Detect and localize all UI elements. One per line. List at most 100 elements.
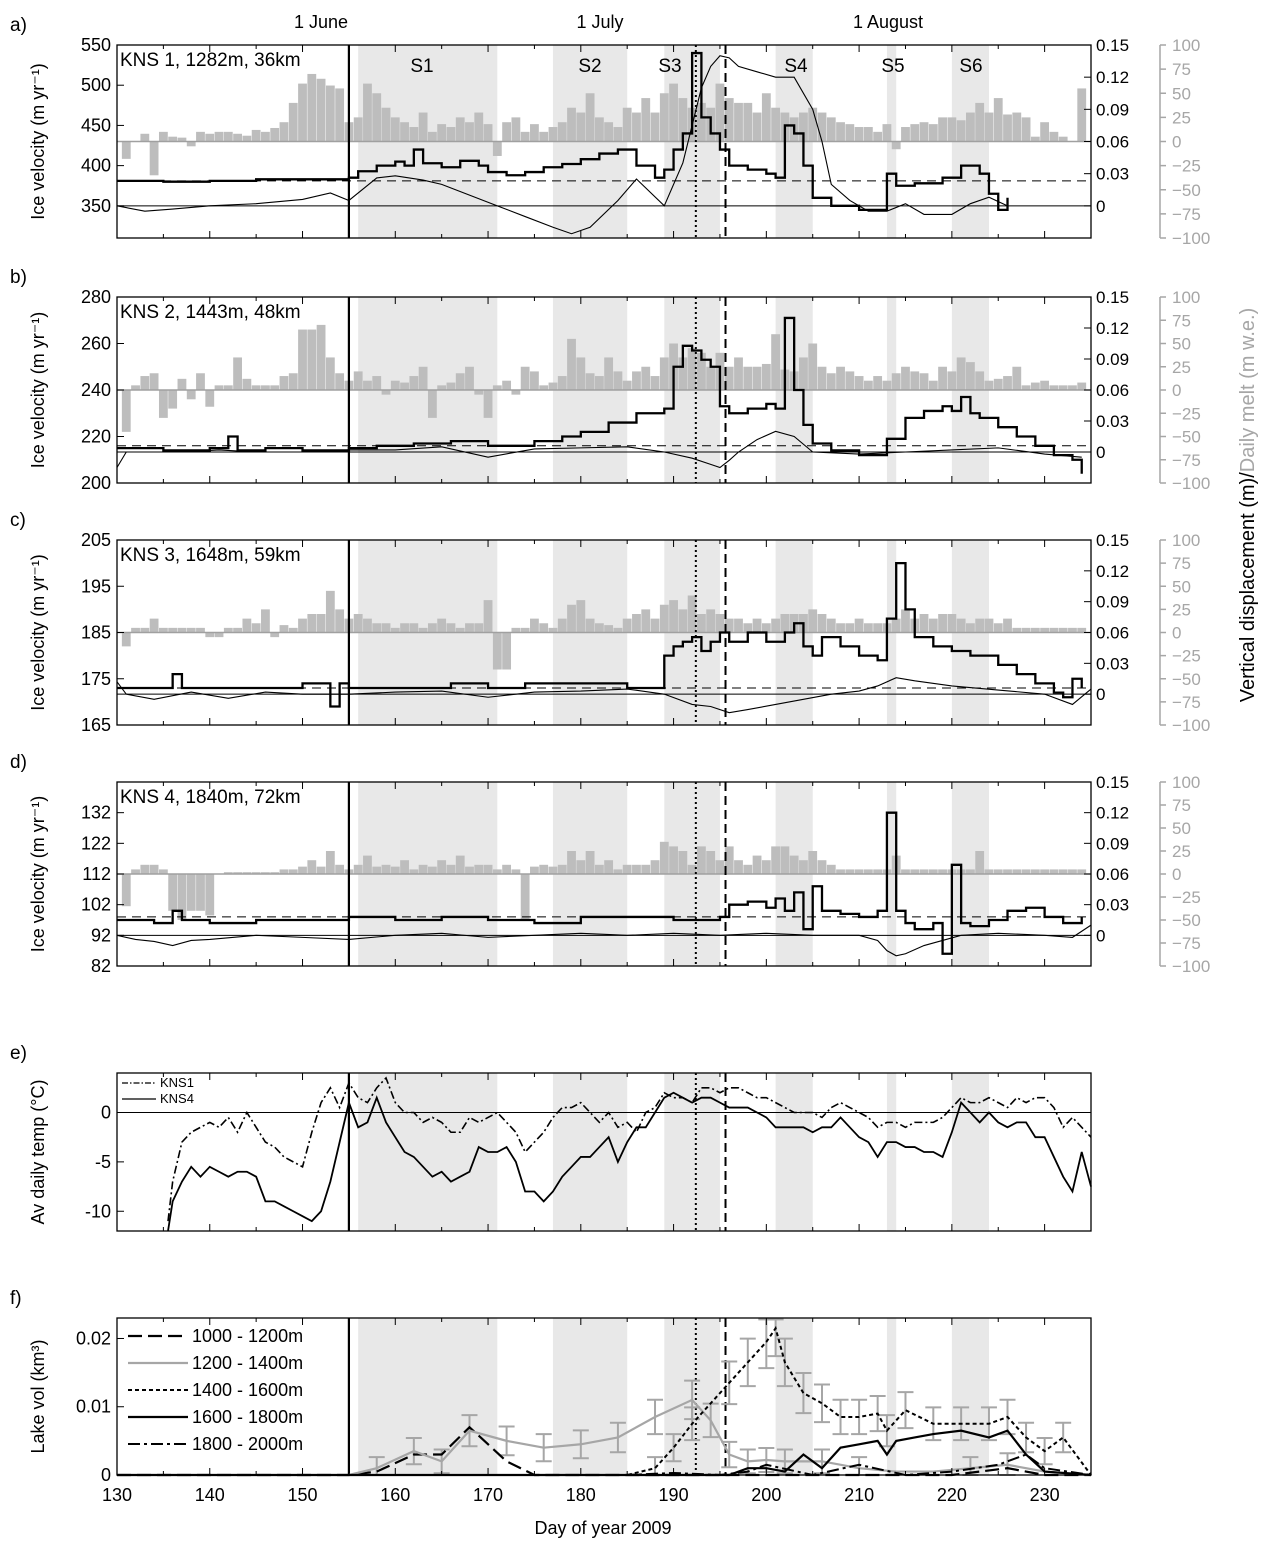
- y-tick-label: 132: [81, 803, 111, 823]
- melt-bar: [651, 113, 660, 142]
- melt-bar: [892, 373, 901, 390]
- melt-tick-label: −25: [1172, 404, 1201, 423]
- melt-bar: [892, 142, 901, 150]
- panel-e: e)KNS1KNS4-10-50Av daily temp (°C): [10, 1043, 1091, 1231]
- x-tick-label: 220: [937, 1485, 967, 1505]
- melt-bar: [419, 865, 428, 874]
- melt-bar: [354, 117, 363, 141]
- y-tick-label: 450: [81, 115, 111, 135]
- melt-bar: [252, 130, 261, 142]
- melt-bar: [1077, 88, 1086, 141]
- melt-bar: [632, 113, 641, 142]
- melt-tick-label: 50: [1172, 819, 1191, 838]
- melt-bar: [818, 860, 827, 874]
- melt-bar: [502, 865, 511, 874]
- melt-tick-label: −25: [1172, 888, 1201, 907]
- melt-bar: [307, 614, 316, 633]
- month-label-july: 1 July: [576, 12, 623, 32]
- melt-bar: [586, 93, 595, 141]
- melt-bar: [743, 623, 752, 632]
- panel-b: b)KNS 2, 1443m, 48km200220240260280Ice v…: [10, 267, 1210, 493]
- melt-bar: [808, 344, 817, 391]
- melt-bar: [920, 373, 929, 390]
- x-tick-label: 190: [659, 1485, 689, 1505]
- melt-bar: [957, 619, 966, 633]
- melt-bar: [493, 142, 502, 156]
- melt-bar: [762, 364, 771, 390]
- melt-bar: [855, 127, 864, 141]
- melt-bar: [669, 846, 678, 874]
- y-axis-label: Lake vol (km³): [28, 1339, 48, 1453]
- melt-bar: [465, 623, 474, 632]
- x-tick-label: 200: [751, 1485, 781, 1505]
- y-tick-label: 122: [81, 833, 111, 853]
- melt-bar: [706, 367, 715, 390]
- melt-bar: [910, 371, 919, 390]
- melt-bar: [892, 619, 901, 633]
- melt-tick-label: −75: [1172, 934, 1201, 953]
- melt-bar: [901, 609, 910, 632]
- melt-bar: [660, 605, 669, 633]
- melt-bar: [159, 390, 168, 418]
- melt-bar: [753, 367, 762, 390]
- right-axis-label-gray: Daily melt (m w.e.): [1237, 308, 1259, 472]
- shaded-period: [776, 1318, 813, 1475]
- melt-bar: [716, 860, 725, 874]
- x-tick-label: 150: [288, 1485, 318, 1505]
- melt-bar: [317, 79, 326, 142]
- y-tick-label: 112: [82, 864, 111, 884]
- legend-label: 1800 - 2000m: [192, 1434, 303, 1454]
- melt-bar: [372, 867, 381, 874]
- melt-tick-label: 50: [1172, 577, 1191, 596]
- melt-bar: [150, 142, 159, 176]
- melt-bar: [883, 381, 892, 390]
- right-tick-label: 0.09: [1096, 350, 1129, 369]
- melt-bar: [604, 122, 613, 141]
- melt-bar: [354, 865, 363, 874]
- melt-bar: [196, 373, 205, 390]
- melt-bar: [558, 619, 567, 633]
- melt-bar: [586, 373, 595, 390]
- melt-bar: [586, 619, 595, 633]
- melt-bar: [641, 98, 650, 141]
- right-tick-label: 0: [1096, 443, 1105, 462]
- melt-bar: [808, 851, 817, 874]
- x-axis-label: Day of year 2009: [534, 1518, 671, 1538]
- melt-bar: [140, 134, 149, 142]
- melt-bar: [242, 619, 251, 633]
- melt-bar: [604, 860, 613, 874]
- month-label-june: 1 June: [294, 12, 348, 32]
- melt-bar: [771, 846, 780, 874]
- melt-tick-label: 25: [1172, 358, 1191, 377]
- x-tick-label: 140: [195, 1485, 225, 1505]
- right-tick-label: 0.09: [1096, 100, 1129, 119]
- melt-bar: [298, 619, 307, 633]
- melt-bar: [827, 619, 836, 633]
- melt-bar: [372, 93, 381, 141]
- melt-bar: [966, 623, 975, 632]
- melt-bar: [280, 122, 289, 141]
- melt-bar: [382, 623, 391, 632]
- melt-tick-label: 100: [1172, 773, 1200, 792]
- legend-label: 1400 - 1600m: [192, 1380, 303, 1400]
- melt-bar: [799, 357, 808, 390]
- melt-bar: [400, 122, 409, 141]
- melt-bar: [456, 117, 465, 141]
- panel-letter: c): [10, 510, 26, 531]
- melt-tick-label: −75: [1172, 693, 1201, 712]
- melt-bar: [298, 867, 307, 874]
- melt-bar: [122, 633, 131, 647]
- melt-bar: [938, 117, 947, 141]
- shaded-period: [553, 1073, 627, 1231]
- melt-bar: [576, 860, 585, 874]
- melt-bar: [502, 633, 511, 670]
- melt-bar: [502, 122, 511, 141]
- melt-bar: [363, 619, 372, 633]
- melt-bar: [122, 874, 131, 906]
- melt-bar: [845, 124, 854, 141]
- melt-bar: [808, 609, 817, 632]
- period-label: S5: [881, 56, 904, 77]
- y-axis-label: Ice velocity (m yr⁻¹): [28, 554, 48, 711]
- melt-bar: [261, 132, 270, 142]
- melt-bar: [678, 609, 687, 632]
